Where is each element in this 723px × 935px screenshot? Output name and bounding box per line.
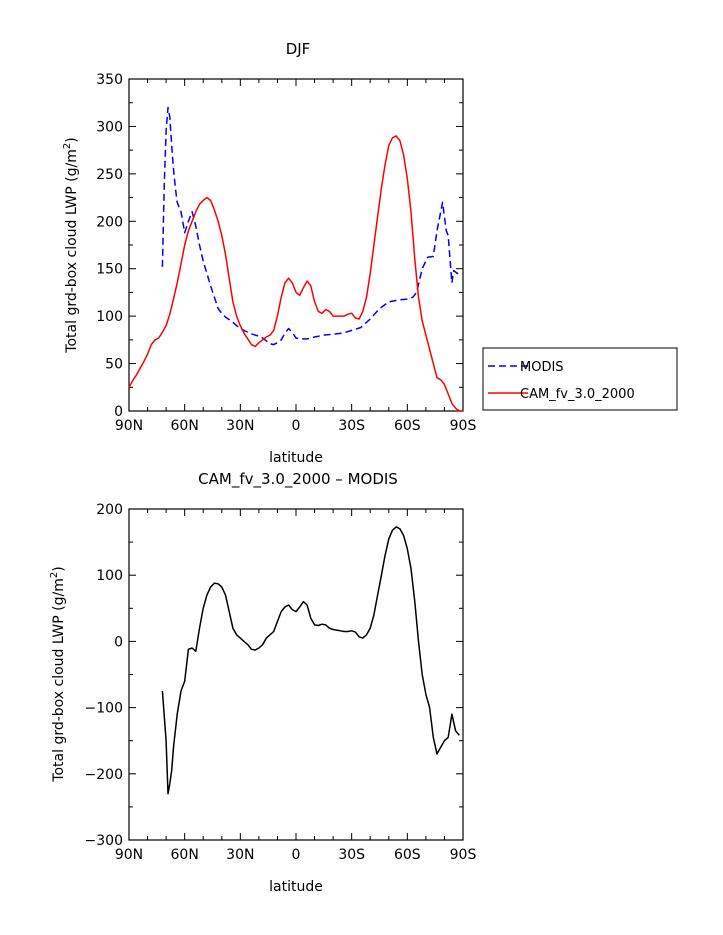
top-y-tick-label: 50	[105, 357, 123, 373]
top-x-tick-label: 0	[292, 418, 301, 434]
legend-frame	[482, 347, 678, 411]
top-x-tick-label: 60S	[394, 418, 421, 434]
top-y-tick-label: 100	[96, 309, 123, 325]
top-series-line-modis	[161, 106, 460, 346]
bottom-x-tick-label: 0	[292, 847, 301, 863]
bottom-x-tick-label: 60S	[394, 847, 421, 863]
bottom-x-tick-label: 60N	[171, 847, 199, 863]
top-plot-frame	[128, 78, 464, 412]
legend-label-cam: CAM_fv_3.0_2000	[520, 387, 635, 402]
top-y-tick-label: 350	[96, 72, 123, 88]
top-y-tick-label: 300	[96, 119, 123, 135]
top-x-axis-label: latitude	[269, 450, 323, 466]
bottom-y-axis-label: Total grd-box cloud LWP (g/m2)	[49, 566, 67, 782]
top-x-tick-label: 30N	[226, 418, 254, 434]
top-y-tick-label: 0	[114, 404, 123, 420]
top-y-axis-label: Total grd-box cloud LWP (g/m2)	[62, 137, 80, 353]
bottom-y-axis-label-tail: )	[51, 566, 67, 571]
top-y-axis-label-main: Total grd-box cloud LWP (g/m	[64, 149, 80, 354]
bottom-y-axis-label-main: Total grd-box cloud LWP (g/m	[51, 578, 67, 783]
bottom-y-tick-label: −200	[85, 767, 123, 783]
top-chart-title: DJF	[286, 40, 311, 58]
bottom-x-tick-label: 90N	[115, 847, 143, 863]
bottom-chart-title: CAM_fv_3.0_2000 – MODIS	[198, 470, 398, 489]
bottom-panel: CAM_fv_3.0_2000 – MODIS 90N 60N 30N 0 30S 60S…	[49, 470, 476, 895]
bottom-y-tick-label: −300	[85, 833, 123, 849]
bottom-x-tick-label: 30N	[226, 847, 254, 863]
legend: MODIS CAM_fv_3.0_2000	[482, 347, 678, 411]
top-x-tick-label: 90S	[450, 418, 477, 434]
top-y-tick-label: 200	[96, 214, 123, 230]
bottom-x-tick-label: 30S	[338, 847, 365, 863]
top-y-tick-label: 150	[96, 262, 123, 278]
bottom-x-axis-label: latitude	[269, 879, 323, 895]
bottom-y-tick-label: 0	[114, 634, 123, 650]
bottom-x-tick-label: 90S	[450, 847, 477, 863]
top-x-tick-label: 90N	[115, 418, 143, 434]
bottom-y-tick-label: −100	[85, 701, 123, 717]
top-y-axis-label-tail: )	[64, 137, 80, 142]
top-series-line-cam-fv-3-0-2000	[128, 135, 463, 412]
top-panel: DJF 90N 60N 30N 0 30S 60S 90S 0 50 100 150 200 250 30…	[62, 40, 678, 466]
bottom-series-line-difference	[161, 526, 460, 795]
bottom-y-tick-label: 100	[96, 568, 123, 584]
bottom-y-tick-label: 200	[96, 502, 123, 518]
top-x-tick-label: 60N	[171, 418, 199, 434]
legend-label-modis: MODIS	[520, 360, 564, 375]
top-y-axis-label-sup: 2	[62, 143, 73, 149]
top-x-tick-label: 30S	[338, 418, 365, 434]
bottom-plot-frame	[128, 508, 464, 841]
bottom-y-axis-label-sup: 2	[49, 572, 60, 578]
top-y-tick-label: 250	[96, 167, 123, 183]
